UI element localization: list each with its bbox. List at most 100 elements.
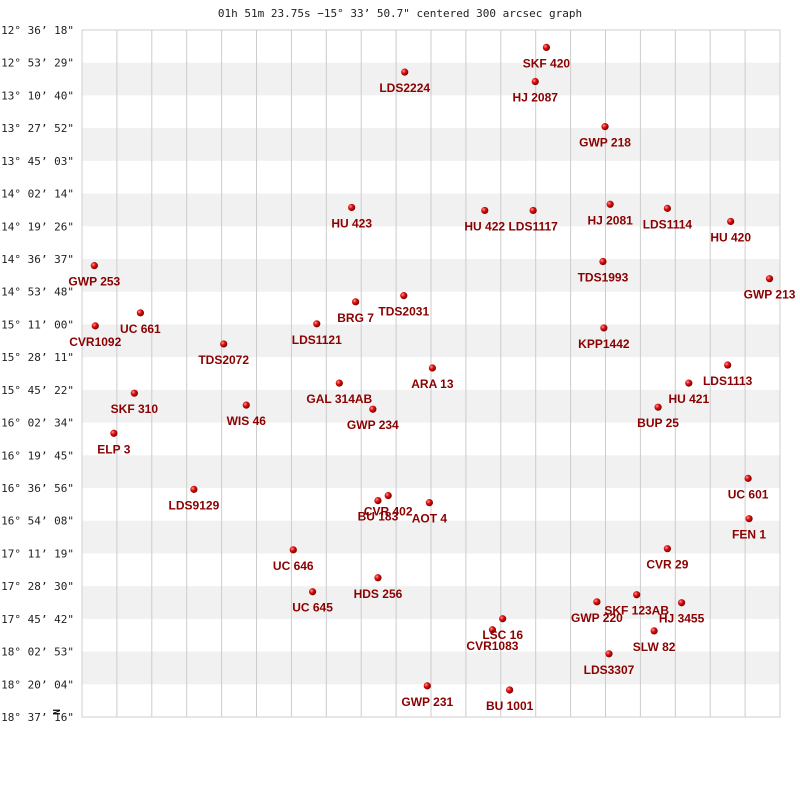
- y-tick-label: -15° 28’ 11": [0, 351, 74, 364]
- star-marker: [599, 257, 607, 266]
- star-label: GAL 314AB: [306, 392, 372, 406]
- star-label: UC 601: [728, 487, 769, 501]
- star-label: HDS 256: [354, 587, 403, 601]
- north-label: N: [52, 709, 63, 715]
- y-tick-label: -16° 54’ 08": [0, 515, 74, 528]
- star-marker: [663, 204, 671, 212]
- star-marker: [606, 200, 614, 208]
- star-label: WIS 46: [227, 414, 267, 428]
- star-marker: [499, 615, 507, 623]
- star-label: LDS1113: [703, 374, 753, 388]
- star-marker: [352, 298, 360, 306]
- star-marker: [190, 485, 198, 493]
- star-marker: [724, 361, 732, 369]
- y-tick-label: -18° 20’ 04": [0, 678, 74, 691]
- star-marker: [423, 682, 431, 690]
- star-marker: [481, 206, 489, 215]
- star-marker: [745, 515, 753, 523]
- star-marker: [531, 77, 539, 86]
- star-marker: [506, 686, 514, 694]
- star-label: SKF 420: [523, 56, 571, 70]
- star-label: KPP1442: [578, 337, 630, 351]
- star-marker: [242, 401, 250, 409]
- star-marker: [220, 340, 228, 348]
- star-marker: [369, 405, 377, 413]
- star-marker: [348, 203, 356, 212]
- star-marker: [428, 364, 436, 372]
- star-label: TDS2072: [198, 353, 249, 367]
- chart-title: 01h 51m 23.75s −15° 33’ 50.7" centered 3…: [218, 7, 582, 20]
- y-tick-label: -15° 45’ 22": [0, 384, 74, 397]
- star-label: LDS1117: [508, 219, 558, 233]
- star-marker: [650, 627, 658, 635]
- star-label: BUP 25: [637, 416, 679, 430]
- y-tick-label: -16° 36’ 56": [0, 482, 74, 495]
- star-label: HJ 3455: [659, 612, 705, 626]
- star-label: AOT 4: [412, 512, 448, 526]
- star-label: HJ 2081: [587, 213, 633, 227]
- y-tick-label: -17° 11’ 19": [0, 547, 74, 560]
- star-marker: [308, 588, 317, 596]
- star-label: HU 422: [464, 219, 505, 233]
- y-tick-label: -13° 45’ 03": [0, 155, 74, 168]
- star-label: UC 661: [120, 322, 161, 336]
- star-marker: [384, 491, 392, 500]
- star-label: FEN 1: [732, 528, 766, 542]
- star-label: HU 420: [710, 230, 751, 244]
- y-tick-label: -15° 11’ 00": [0, 318, 74, 331]
- star-marker: [744, 474, 752, 482]
- y-tick-label: -18° 37’ 16": [0, 711, 74, 724]
- star-marker: [130, 389, 138, 397]
- star-label: CVR1092: [69, 335, 121, 349]
- star-label: BRG 7: [337, 311, 374, 325]
- star-label: HU 423: [331, 216, 372, 230]
- star-marker: [374, 574, 382, 582]
- star-label: CVR1083: [466, 639, 518, 653]
- star-marker: [677, 599, 686, 607]
- star-label: SKF 123AB: [604, 604, 669, 618]
- star-label: LDS9129: [169, 498, 220, 512]
- star-marker: [605, 650, 613, 658]
- star-label: LDS1114: [643, 217, 693, 231]
- star-labels: SKF 420 LDS2224 HJ 2087 GWP 218 HJ 2081 HU 42…: [68, 56, 795, 713]
- star-label: UC 645: [292, 601, 333, 615]
- star-label: BU 1001: [486, 699, 534, 713]
- star-label: GWP 213: [744, 288, 796, 302]
- star-marker: [685, 379, 693, 387]
- star-label: LDS1121: [292, 333, 342, 347]
- star-label: HU 421: [668, 392, 709, 406]
- y-tick-label: -13° 27’ 52": [0, 122, 74, 135]
- star-marker: [335, 379, 343, 387]
- y-tick-label: -16° 19’ 45": [0, 449, 74, 462]
- star-label: LSC 16: [482, 628, 523, 642]
- y-tick-label: -14° 19’ 26": [0, 220, 74, 233]
- star-label: LDS3307: [584, 663, 635, 677]
- star-label: SLW 82: [633, 640, 676, 654]
- star-marker: [91, 322, 99, 330]
- plot-frame: [81, 29, 781, 718]
- y-tick-label: -16° 02’ 34": [0, 417, 74, 430]
- y-tick-label: -17° 28’ 30": [0, 580, 74, 593]
- star-marker: [90, 262, 98, 270]
- star-marker: [110, 429, 118, 437]
- star-label: UC 646: [273, 559, 314, 573]
- star-marker: [313, 320, 321, 328]
- y-tick-label: -18° 02’ 53": [0, 646, 74, 659]
- y-tick-label: -12° 36’ 18": [0, 24, 74, 37]
- y-tick-label: -14° 36’ 37": [0, 253, 74, 266]
- star-marker: [289, 546, 297, 554]
- y-tick-label: -14° 53’ 48": [0, 286, 74, 299]
- star-label: TDS1993: [578, 271, 629, 285]
- star-marker: [529, 206, 537, 215]
- star-marker: [425, 499, 433, 507]
- star-marker: [727, 217, 735, 226]
- star-marker: [542, 43, 551, 52]
- star-markers: [90, 43, 774, 694]
- star-label: CVR 402: [364, 505, 413, 519]
- star-marker: [601, 123, 609, 131]
- star-label: BU 183: [358, 510, 399, 524]
- star-marker: [400, 292, 408, 300]
- star-label: GWP 231: [401, 695, 453, 709]
- star-label: TDS2031: [378, 305, 429, 319]
